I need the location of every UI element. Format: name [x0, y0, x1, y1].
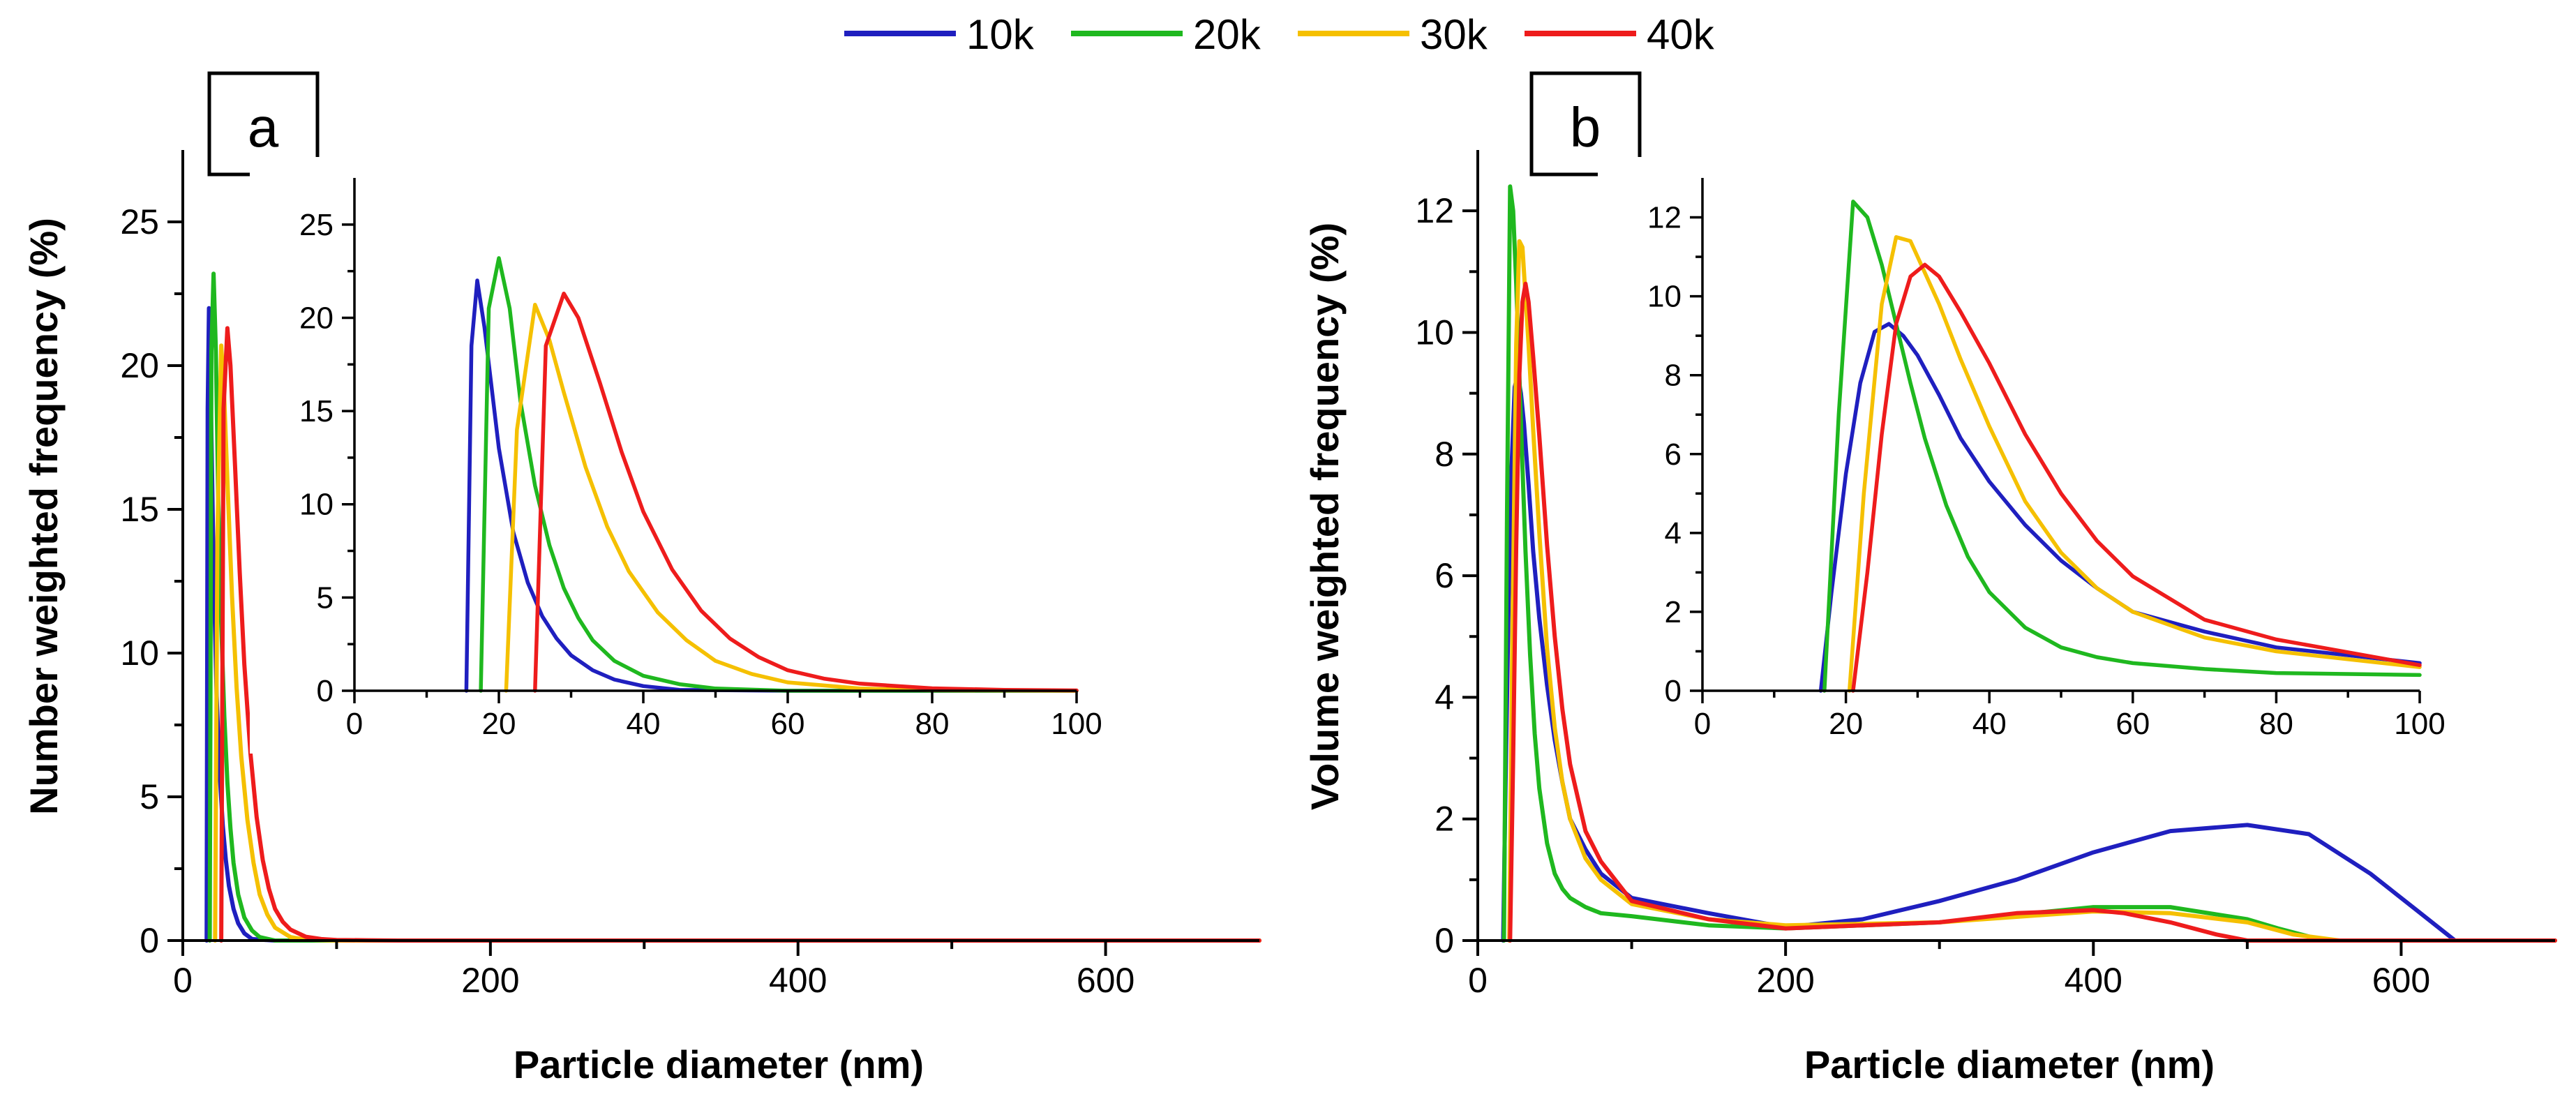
- inset-a-series-20k: [479, 256, 1079, 693]
- inset-b-series-20k: [1822, 200, 2422, 693]
- main-b-y-tick-label: 6: [1435, 556, 1454, 595]
- main-b-y-tick-label: 10: [1415, 313, 1454, 352]
- legend: 10k 20k 30k 40k: [844, 11, 1715, 58]
- inset-a-y-tick-label: 25: [299, 208, 334, 242]
- inset-a-y-tick-label: 10: [299, 488, 334, 522]
- inset-b-series-40k: [1851, 262, 2422, 693]
- main-a-y-tick-label: 10: [120, 634, 159, 673]
- main-b-x-tick-label: 600: [2372, 961, 2430, 1000]
- inset-background-a: [250, 157, 1111, 754]
- x-axis-title-b: Particle diameter (nm): [1804, 1042, 2215, 1086]
- inset-a-y-tick-label: 5: [317, 581, 334, 615]
- y-axis-title-a: Number weighted frequency (%): [22, 218, 66, 815]
- inset-b-y-tick-label: 6: [1665, 437, 1682, 472]
- main-a-y-tick-label: 0: [140, 921, 159, 960]
- main-b-series-30k: [1507, 239, 2557, 943]
- legend-label-40k: 40k: [1647, 11, 1715, 58]
- inset-b-x-tick-label: 20: [1829, 707, 1863, 741]
- inset-b-x-tick-label: 60: [2116, 707, 2150, 741]
- main-a-x-tick-label: 0: [173, 961, 193, 1000]
- inset-a-series-40k: [533, 291, 1079, 693]
- main-b-x-tick-label: 400: [2065, 961, 2122, 1000]
- main-a-x-tick-label: 200: [461, 961, 519, 1000]
- panel-label-b: b: [1570, 96, 1601, 158]
- legend-item-40k: 40k: [1525, 11, 1715, 58]
- main-a-y-tick-label: 25: [120, 202, 159, 241]
- inset-b-x-tick-label: 0: [1694, 707, 1711, 741]
- main-b-y-tick-label: 2: [1435, 800, 1454, 839]
- panel-b: b Particle diameter (nm) Volume weighted…: [1303, 71, 2557, 1086]
- legend-item-10k: 10k: [844, 11, 1035, 58]
- main-b-y-tick-label: 0: [1435, 921, 1454, 960]
- inset-a-series-10k: [464, 278, 1079, 693]
- legend-label-10k: 10k: [966, 11, 1035, 58]
- inset-b-y-tick-label: 10: [1647, 280, 1682, 314]
- inset-b-y-tick-label: 4: [1665, 516, 1682, 551]
- inset-b-y-tick-label: 12: [1647, 201, 1682, 235]
- inset-b-x-tick-label: 40: [1972, 707, 2007, 741]
- main-b-y-tick-label: 4: [1435, 677, 1454, 717]
- inset-b-y-tick-label: 0: [1665, 674, 1682, 708]
- main-b-x-tick-label: 200: [1756, 961, 1814, 1000]
- main-b-x-tick-label: 0: [1468, 961, 1488, 1000]
- inset-a-x-tick-label: 40: [627, 707, 661, 741]
- inset-plot-b: 0 20 40 60 80 100 0 2 4 6 8 10 12: [1598, 157, 2455, 754]
- main-a-series-20k: [207, 271, 1261, 943]
- main-a-x-tick-label: 600: [1077, 961, 1135, 1000]
- main-b-y-tick-label: 8: [1435, 435, 1454, 474]
- inset-a-x-tick-label: 80: [915, 707, 950, 741]
- main-a-y-tick-label: 20: [120, 346, 159, 385]
- inset-a-y-tick-label: 20: [299, 301, 334, 335]
- inset-a-series-30k: [504, 302, 1079, 693]
- inset-a-y-tick-label: 15: [299, 394, 334, 428]
- main-a-x-tick-label: 400: [769, 961, 827, 1000]
- panel-label-a: a: [248, 96, 279, 158]
- inset-b-y-tick-label: 8: [1665, 359, 1682, 393]
- main-b-y-tick-label: 12: [1415, 191, 1454, 230]
- panel-a: a Particle diameter (nm) Number weighted…: [22, 71, 1261, 1086]
- legend-item-20k: 20k: [1071, 11, 1261, 58]
- main-a-y-tick-label: 15: [120, 490, 159, 529]
- legend-label-30k: 30k: [1420, 11, 1488, 58]
- inset-background-b: [1598, 157, 2455, 754]
- legend-item-30k: 30k: [1298, 11, 1488, 58]
- main-a-y-tick-label: 5: [140, 777, 159, 816]
- y-axis-title-b: Volume weighted frequency (%): [1303, 223, 1347, 810]
- inset-b-x-tick-label: 100: [2394, 707, 2445, 741]
- inset-a-x-tick-label: 60: [771, 707, 805, 741]
- inset-b-series-30k: [1847, 235, 2422, 693]
- inset-b-x-tick-label: 80: [2259, 707, 2293, 741]
- inset-plot-a: 0 20 40 60 80 100 0 5 10 15 20 25: [250, 157, 1111, 754]
- main-b-series-40k: [1508, 281, 2557, 943]
- inset-a-x-tick-label: 0: [346, 707, 363, 741]
- x-axis-title-a: Particle diameter (nm): [514, 1042, 924, 1086]
- inset-a-x-tick-label: 100: [1051, 707, 1102, 741]
- inset-a-x-tick-label: 20: [482, 707, 516, 741]
- inset-b-y-tick-label: 2: [1665, 595, 1682, 629]
- inset-a-y-tick-label: 0: [317, 674, 334, 708]
- legend-label-20k: 20k: [1193, 11, 1261, 58]
